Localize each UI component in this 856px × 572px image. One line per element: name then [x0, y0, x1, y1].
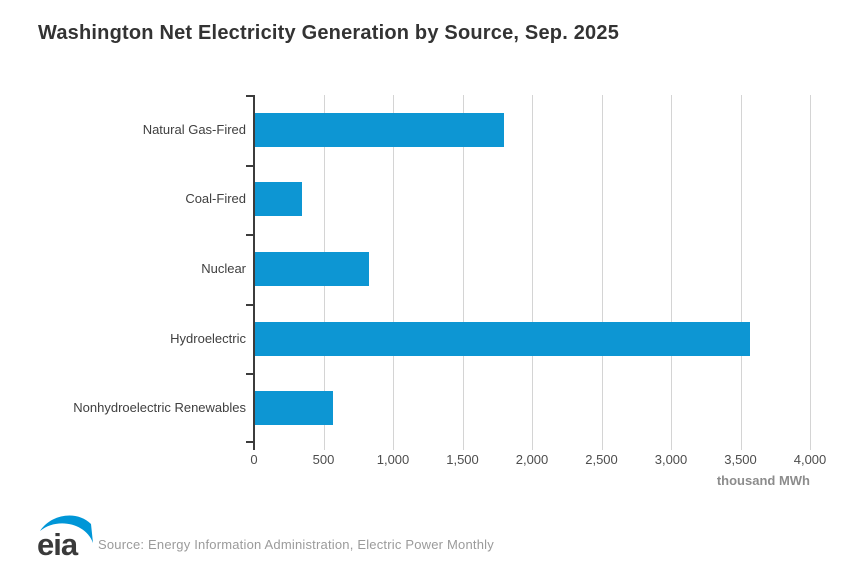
- category-label-nuclear: Nuclear: [201, 261, 246, 276]
- y-axis-tick: [246, 441, 254, 443]
- chart-title: Washington Net Electricity Generation by…: [38, 22, 620, 44]
- y-axis-tick: [246, 234, 254, 237]
- source-text: Source: Energy Information Administratio…: [98, 537, 494, 552]
- x-tick-label: 4,000: [793, 452, 827, 467]
- bar-coal-fired: [255, 182, 303, 217]
- gridline: [671, 95, 672, 450]
- gridline: [601, 95, 603, 450]
- x-axis-unit-label: thousand MWh: [716, 473, 810, 488]
- x-tick-label: 0: [250, 452, 258, 467]
- gridline: [393, 95, 394, 450]
- gridline: [462, 95, 464, 450]
- y-axis-tick: [246, 95, 254, 97]
- eia-logo: eia: [36, 510, 94, 565]
- x-tick-label: 3,000: [654, 452, 688, 467]
- category-label-natural-gas-fired: Natural Gas-Fired: [142, 121, 246, 137]
- category-label-hydroelectric: Hydroelectric: [170, 330, 246, 346]
- gridline: [532, 95, 533, 450]
- y-axis-tick: [246, 303, 254, 306]
- x-tick-label: 1,500: [446, 452, 479, 467]
- eia-logo-graphic: eia: [37, 515, 93, 562]
- bar-hydroelectric: [255, 321, 750, 356]
- chart-plot-area: [246, 95, 811, 450]
- x-tick-label: 1,000: [376, 452, 410, 467]
- category-label-coal-fired: Coal-Fired: [185, 191, 246, 207]
- bar-nonhydroelectric-renewables: [255, 391, 333, 426]
- svg-text:eia: eia: [37, 527, 79, 560]
- gridline: [740, 95, 742, 450]
- y-axis-tick: [246, 373, 254, 376]
- eia-logo-swoosh: [40, 515, 93, 543]
- y-axis-line: [253, 95, 255, 450]
- bar-nuclear: [255, 252, 369, 286]
- y-axis-tick: [246, 164, 254, 167]
- category-label-nonhydroelectric-renewables: Nonhydroelectric Renewables: [73, 400, 246, 416]
- bar-natural-gas-fired: [255, 112, 504, 147]
- x-tick-label: 2,500: [585, 452, 618, 467]
- gridline: [810, 95, 811, 450]
- x-tick-label: 2,000: [515, 452, 549, 467]
- x-tick-label: 3,500: [724, 452, 757, 467]
- x-tick-label: 500: [312, 452, 335, 467]
